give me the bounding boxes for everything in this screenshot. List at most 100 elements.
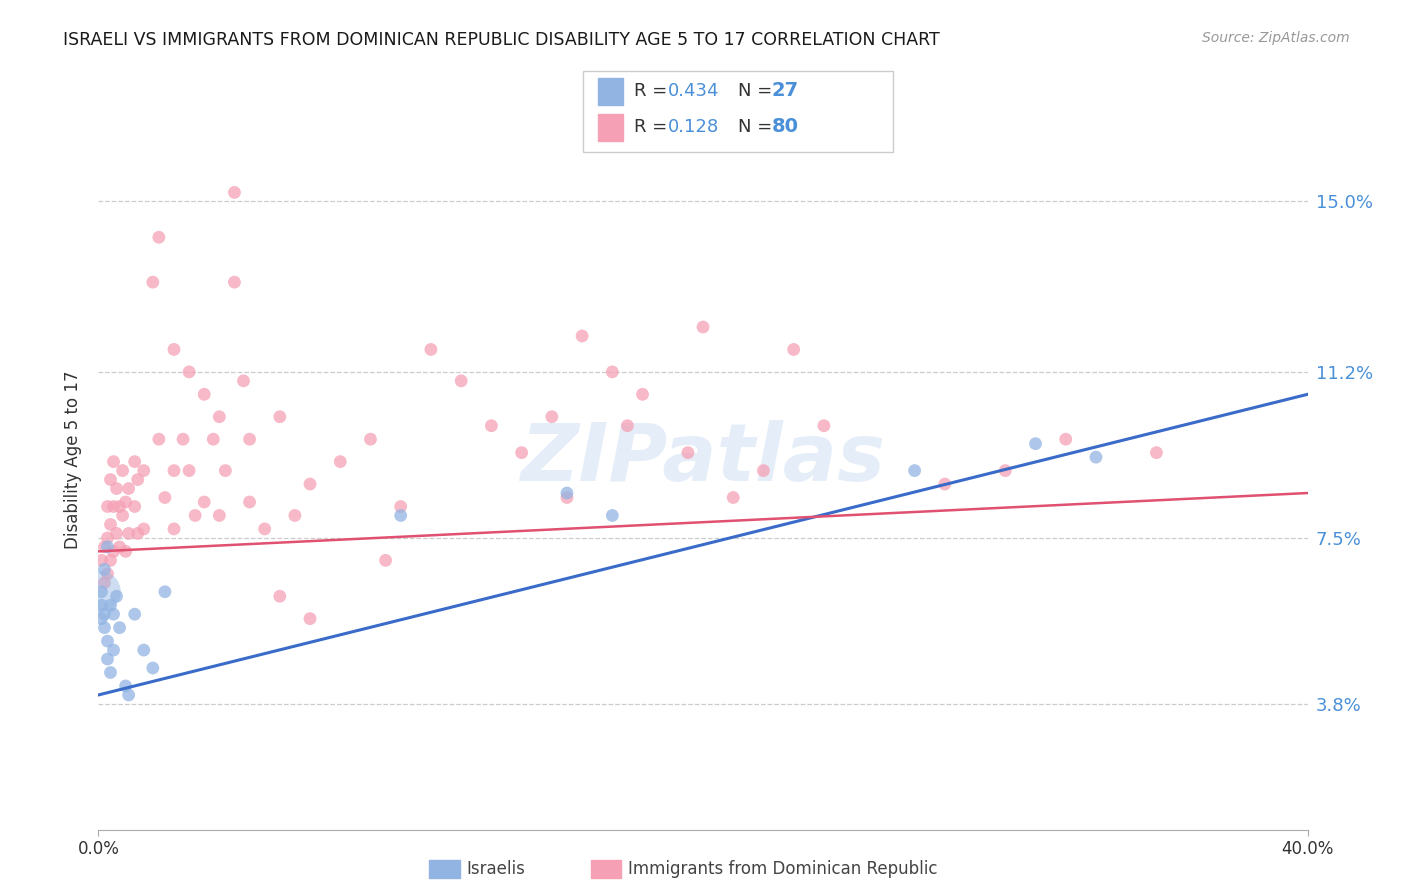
Point [105,526,128,541]
Point [111,464,134,478]
Point [100,517,122,532]
Point [132,464,155,478]
Point [93,540,115,554]
Point [389,500,412,514]
Point [555,491,578,505]
Point [153,491,176,505]
Text: Immigrants from Dominican Republic: Immigrants from Dominican Republic [628,860,938,878]
Point [103,607,125,622]
Point [813,418,835,433]
Point [239,432,262,446]
Point [96,566,118,581]
Point [93,607,115,622]
Point [103,455,125,469]
Point [96,652,118,666]
Point [96,540,118,554]
Point [1144,445,1167,459]
Text: N =: N = [738,82,778,100]
Point [904,464,927,478]
Point [148,230,170,244]
Point [118,482,141,496]
Point [214,464,236,478]
Point [153,584,176,599]
Point [163,464,186,478]
Point [299,612,322,626]
Text: N =: N = [738,118,778,136]
Point [631,387,654,401]
Point [284,508,307,523]
Point [96,500,118,514]
Point [111,508,134,523]
Text: ZIPatlas: ZIPatlas [520,420,886,499]
Text: 27: 27 [772,81,799,101]
Point [163,343,186,357]
Point [239,495,262,509]
Point [269,409,291,424]
Point [142,661,165,675]
Point [179,365,201,379]
Point [481,418,503,433]
Point [208,508,231,523]
Point [100,665,122,680]
Point [89,584,111,599]
Point [103,500,125,514]
Point [118,526,141,541]
Point [602,365,624,379]
Point [105,589,128,603]
Point [269,589,291,603]
Point [124,500,146,514]
Point [253,522,276,536]
Point [172,432,194,446]
Point [96,531,118,545]
Text: R =: R = [634,82,673,100]
Point [93,621,115,635]
Point [193,495,215,509]
Point [148,432,170,446]
Point [100,598,122,612]
Point [389,508,412,523]
Point [692,320,714,334]
Point [90,612,112,626]
Point [142,275,165,289]
Point [224,275,246,289]
Point [510,445,533,459]
Point [127,473,149,487]
Point [127,526,149,541]
Text: 0.128: 0.128 [668,118,718,136]
Y-axis label: Disability Age 5 to 17: Disability Age 5 to 17 [65,370,83,549]
Point [1054,432,1077,446]
Point [232,374,254,388]
Point [179,464,201,478]
Point [374,553,396,567]
Point [934,477,956,491]
Point [299,477,322,491]
Point [420,343,443,357]
Point [124,607,146,622]
Point [994,464,1017,478]
Point [108,500,131,514]
Point [540,409,562,424]
Point [93,575,115,590]
Point [163,522,186,536]
Point [132,522,155,536]
Text: 80: 80 [772,117,799,136]
Point [450,374,472,388]
Point [103,643,125,657]
Point [360,432,382,446]
Point [616,418,638,433]
Point [202,432,225,446]
Point [103,544,125,558]
Point [96,634,118,648]
Text: Source: ZipAtlas.com: Source: ZipAtlas.com [1202,31,1350,45]
Point [224,186,246,200]
Point [555,486,578,500]
Point [132,643,155,657]
Point [193,387,215,401]
Point [108,540,131,554]
Text: ISRAELI VS IMMIGRANTS FROM DOMINICAN REPUBLIC DISABILITY AGE 5 TO 17 CORRELATION: ISRAELI VS IMMIGRANTS FROM DOMINICAN REP… [63,31,941,49]
Point [723,491,745,505]
Point [184,508,207,523]
Point [100,553,122,567]
Point [90,584,112,599]
Point [676,445,699,459]
